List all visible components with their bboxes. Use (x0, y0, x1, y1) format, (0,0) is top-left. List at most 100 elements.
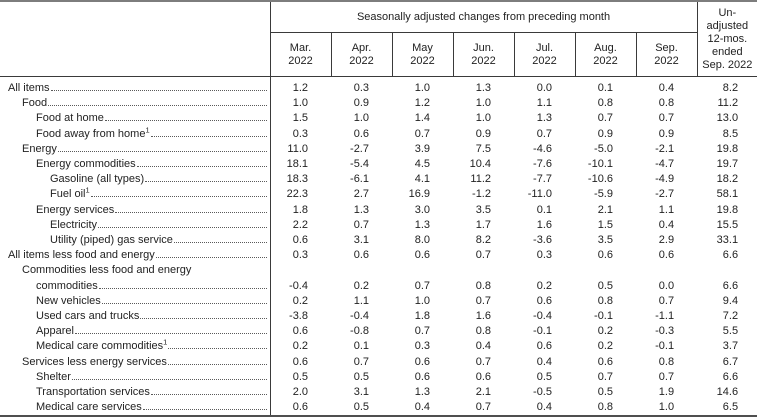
value-cell: -11.0 (527, 188, 552, 201)
value-cell: 0.6 (536, 340, 552, 353)
value-cell: 0.3 (292, 249, 308, 262)
value-cell: 11.2 (470, 173, 491, 186)
value-cell: 0.7 (658, 370, 675, 383)
row-label: Transportation services (0, 385, 271, 401)
value-cell: 1.3 (536, 112, 552, 125)
unadjusted-value-cell: 6.7 (722, 355, 739, 368)
value-cell: 1.3 (414, 386, 430, 399)
value-cell: 1.3 (353, 203, 369, 216)
table-row: Energy 11.0 -2.7 3.9 7.5 -4.6 -5.0 -2.1 19.8 (0, 141, 757, 158)
value-cell: 0.7 (475, 294, 491, 307)
value-cell: 0.8 (658, 355, 675, 368)
value-cell: 1.2 (292, 82, 308, 94)
unadjusted-value-cell: 19.7 (716, 158, 739, 171)
value-cell: 0.6 (292, 401, 308, 414)
value-cell: 0.8 (475, 325, 491, 338)
row-label: Medical care services (0, 400, 271, 417)
dot-leader (101, 302, 267, 304)
value-cell: 2.7 (353, 188, 369, 201)
table-row: Food away from home1 0.3 0.6 0.7 0.9 0.7 0.9 0.… (0, 126, 757, 142)
value-cell: -0.8 (350, 325, 369, 338)
value-cell: 0.9 (475, 127, 491, 140)
table-row: Apparel 0.6 -0.8 0.7 0.8 -0.1 0.2 -0.3 5.5 (0, 324, 757, 340)
value-cell: 2.1 (597, 203, 613, 216)
value-cell: -1.2 (472, 188, 491, 201)
value-cell: -4.7 (655, 158, 675, 171)
value-cell: 0.7 (414, 325, 430, 338)
value-cell: 0.8 (658, 97, 675, 110)
value-cell: 0.5 (597, 279, 613, 292)
dot-leader (150, 135, 267, 137)
row-label-text: Commodities less food and energy (22, 264, 192, 277)
row-label-text: Shelter (36, 370, 71, 383)
unadjusted-value-cell: 19.8 (716, 142, 739, 155)
value-cell: 0.8 (475, 279, 491, 292)
column-header-may-2022: May 2022 (391, 32, 453, 77)
dot-leader (142, 409, 267, 411)
row-label: Energy (0, 141, 271, 158)
value-cell: 0.2 (292, 340, 308, 353)
unadjusted-value-cell: 6.5 (722, 401, 739, 414)
row-label: Electricity (0, 217, 271, 234)
row-label: Utility (piped) gas service (0, 233, 271, 249)
table-row: Energy commodities 18.1 -5.4 4.5 10.4 -7.6 -10… (0, 157, 757, 173)
unadjusted-value-cell: 8.2 (722, 82, 739, 94)
value-cell: -2.1 (655, 142, 675, 155)
row-label-text: Gasoline (all types) (50, 173, 145, 186)
value-cell: 0.6 (475, 370, 491, 383)
value-cell: 18.1 (286, 158, 308, 171)
value-cell: 1.0 (475, 97, 491, 110)
value-cell: 0.2 (353, 279, 369, 292)
value-cell: -2.7 (655, 188, 675, 201)
unadjusted-value-cell: 58.1 (716, 188, 739, 201)
unadjusted-value-cell: 3.7 (722, 340, 739, 353)
unadjusted-value-cell: 6.6 (722, 279, 739, 292)
row-label-text: Food (22, 97, 48, 110)
row-label-text: Medical care commodities1 (36, 337, 168, 353)
table-row: Utility (piped) gas service 0.6 3.1 8.0 8.2 -… (0, 233, 757, 249)
value-cell: 2.2 (292, 218, 308, 231)
value-cell: 0.3 (353, 82, 369, 94)
row-label-text: Energy commodities (36, 158, 136, 171)
table-row: Gasoline (all types) 18.3 -6.1 4.1 11.2 -7.7 -… (0, 172, 757, 188)
value-cell: 0.4 (536, 401, 552, 414)
value-cell: 0.4 (536, 355, 552, 368)
value-cell: -4.9 (655, 173, 675, 186)
value-cell: -0.1 (533, 325, 552, 338)
value-cell: 0.6 (414, 355, 430, 368)
value-cell: 2.1 (475, 386, 491, 399)
row-label: Energy commodities (0, 157, 271, 173)
table-row: Food 1.0 0.9 1.2 1.0 1.1 0.8 0.8 11.2 (0, 96, 757, 112)
value-cell: 0.5 (292, 370, 308, 383)
value-cell: 0.4 (658, 82, 675, 94)
row-label-text: Transportation services (36, 386, 150, 399)
value-cell: 0.6 (292, 325, 308, 338)
value-cell: -10.1 (587, 158, 613, 171)
value-cell: 0.5 (536, 370, 552, 383)
unadjusted-value-cell: 5.5 (722, 325, 739, 338)
value-cell: -0.3 (655, 325, 675, 338)
spanning-header-row: Seasonally adjusted changes from precedi… (0, 1, 757, 77)
value-cell: -0.4 (350, 310, 369, 323)
row-label: Services less energy services (0, 354, 271, 370)
value-cell: 0.1 (597, 82, 613, 94)
value-cell: 0.7 (414, 127, 430, 140)
unadjusted-value-cell: 15.5 (716, 218, 739, 231)
dot-leader (50, 90, 267, 91)
row-label: Medical care commodities1 (0, 337, 271, 355)
value-cell: 0.6 (353, 127, 369, 140)
value-cell: 1.1 (536, 97, 552, 110)
value-cell: 0.2 (536, 279, 552, 292)
table-row: Food at home 1.5 1.0 1.4 1.0 1.3 0.7 0.7 13.0 (0, 111, 757, 127)
value-cell: 11.0 (287, 142, 308, 155)
row-label: New vehicles (0, 293, 271, 310)
value-cell: 0.4 (414, 401, 430, 414)
value-cell: 22.3 (286, 188, 308, 201)
value-cell: -0.4 (289, 279, 308, 292)
unadjusted-value-cell: 9.4 (722, 294, 739, 307)
row-label-text: New vehicles (36, 294, 101, 307)
value-cell: 1.7 (475, 218, 491, 231)
value-cell: 0.3 (292, 127, 308, 140)
